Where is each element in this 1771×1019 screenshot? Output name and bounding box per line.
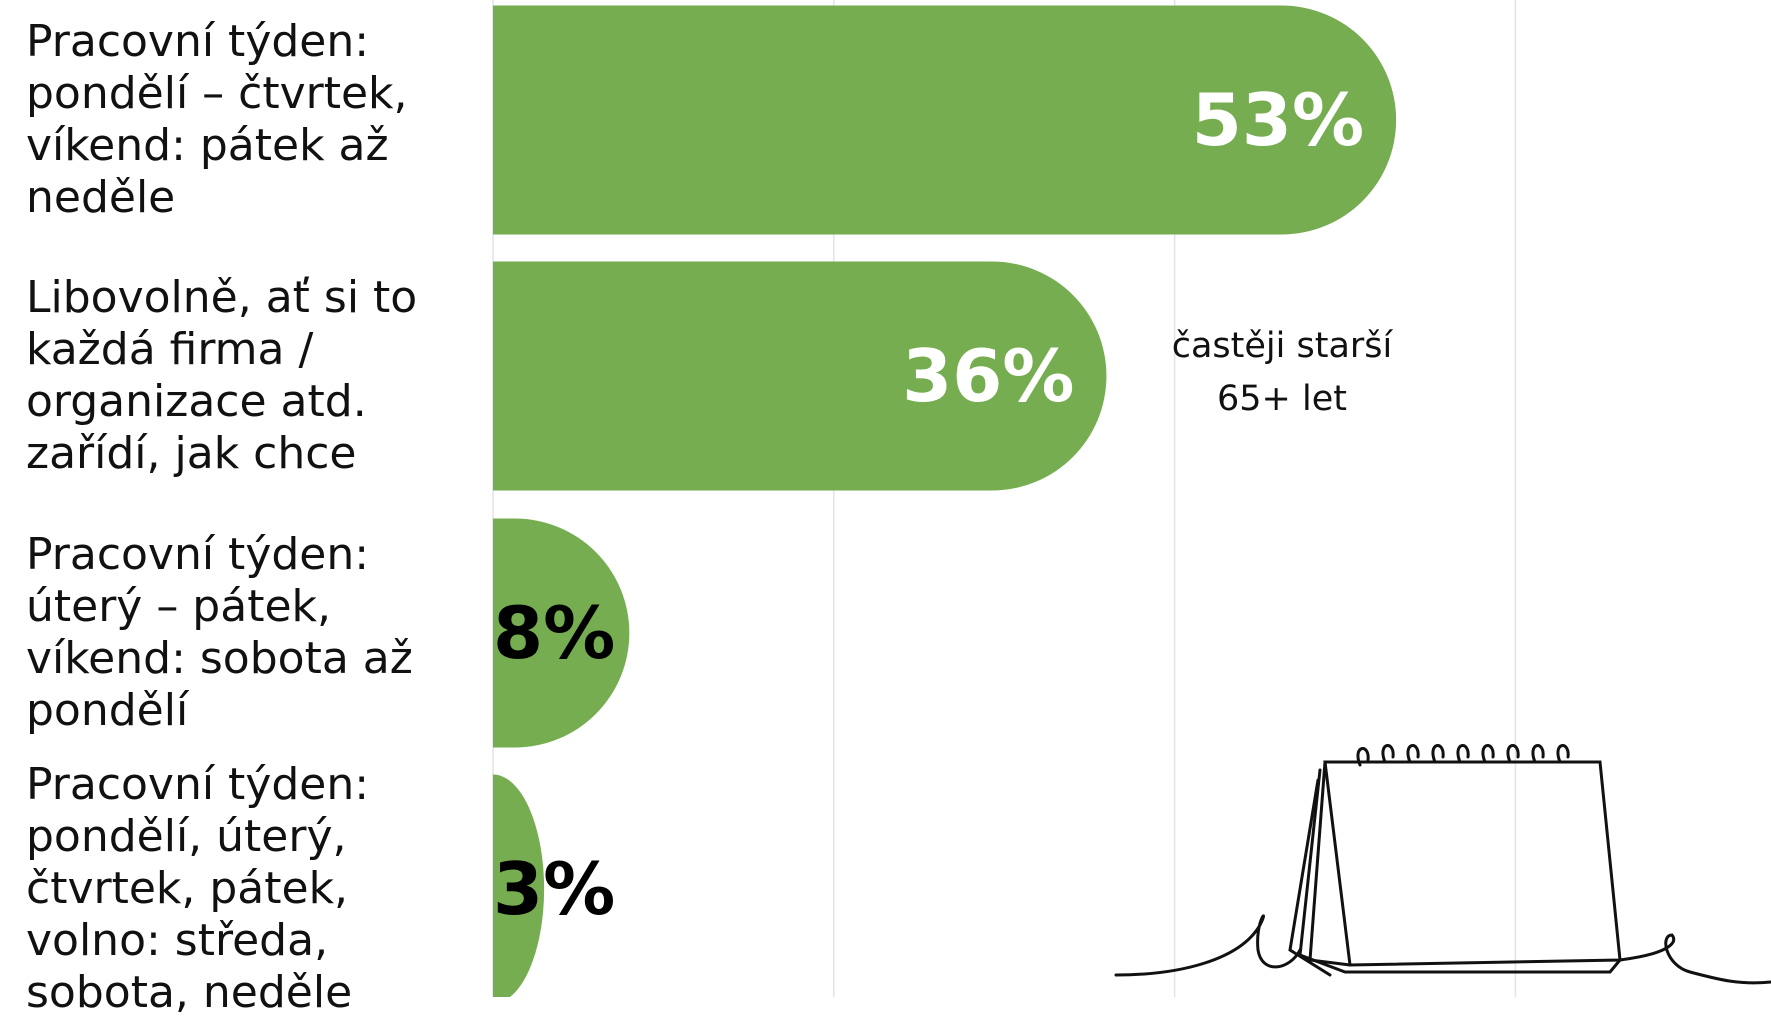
category-label: Pracovní týden: úterý – pátek, víkend: s…: [26, 529, 413, 736]
value-label: 3%: [493, 847, 615, 931]
annotation: častěji starší 65+ let: [1171, 326, 1393, 419]
value-label: 36%: [902, 334, 1074, 418]
bars: 53% 36% 8% 3%: [493, 5, 1397, 997]
page: 53%36%8%3% častěji starší 65+ let (() =>…: [26, 0, 1771, 1018]
bar: [493, 261, 1107, 491]
calendar-doodle: [1114, 744, 1771, 985]
chart: 53% 36% 8% 3%: [492, 0, 1771, 997]
value-label: 53%: [1192, 78, 1364, 162]
value-label: 8%: [493, 591, 615, 675]
category-label: Pracovní týden: pondělí, úterý, čtvrtek,…: [26, 759, 370, 1018]
category-label: Pracovní týden: pondělí – čtvrtek, víken…: [26, 16, 408, 223]
bar: [493, 5, 1397, 235]
bar: [493, 774, 545, 997]
category-label: Libovolně, ať si to každá firma / organi…: [26, 272, 418, 479]
bar: [493, 518, 630, 748]
